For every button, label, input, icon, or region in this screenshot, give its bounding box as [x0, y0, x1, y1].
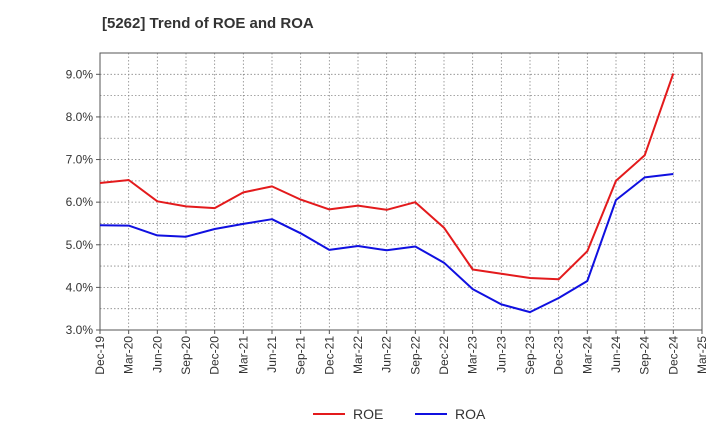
- chart-title: [5262] Trend of ROE and ROA: [102, 15, 314, 32]
- plot-area-frame: [99, 52, 703, 331]
- y-tick-label: 6.0%: [66, 195, 94, 209]
- x-tick-label: Sep-21: [294, 336, 308, 375]
- legend-label-roa: ROA: [455, 406, 486, 422]
- series-line-roe: [99, 73, 675, 281]
- x-tick-label: Dec-21: [322, 336, 336, 375]
- x-tick-label: Jun-23: [494, 336, 508, 373]
- x-tick-label: Jun-22: [380, 336, 394, 373]
- y-axis: 3.0% 4.0% 5.0% 6.0% 7.0% 8.0% 9.0%: [66, 67, 100, 337]
- y-tick-label: 4.0%: [66, 280, 94, 294]
- series-lines: [99, 73, 675, 314]
- series-line-roa: [99, 173, 674, 314]
- x-tick-label: Mar-20: [122, 336, 136, 374]
- x-tick-label: Mar-25: [695, 336, 709, 374]
- legend-label-roe: ROE: [353, 406, 383, 422]
- x-tick-label: Dec-22: [437, 336, 451, 375]
- x-tick-label: Sep-20: [179, 336, 193, 375]
- y-tick-label: 3.0%: [66, 323, 94, 337]
- x-tick-label: Jun-20: [150, 336, 164, 373]
- x-tick-label: Dec-20: [208, 336, 222, 375]
- x-tick-label: Jun-24: [609, 336, 623, 373]
- x-tick-label: Mar-22: [351, 336, 365, 374]
- x-tick-label: Dec-19: [93, 336, 107, 375]
- y-tick-label: 8.0%: [66, 110, 94, 124]
- y-tick-label: 9.0%: [66, 67, 94, 81]
- x-tick-label: Sep-22: [408, 336, 422, 375]
- x-tick-label: Dec-24: [666, 336, 680, 375]
- x-tick-label: Mar-23: [466, 336, 480, 374]
- x-tick-label: Dec-23: [552, 336, 566, 375]
- legend: ROE ROA: [313, 406, 486, 422]
- x-tick-label: Sep-23: [523, 336, 537, 375]
- y-tick-label: 5.0%: [66, 238, 94, 252]
- grid-lines: [100, 53, 702, 330]
- x-tick-label: Mar-21: [236, 336, 250, 374]
- x-tick-label: Jun-21: [265, 336, 279, 373]
- x-tick-label: Sep-24: [638, 336, 652, 375]
- x-axis: Dec-19 Mar-20 Jun-20 Sep-20 Dec-20 Mar-21 Jun-…: [93, 330, 709, 375]
- y-tick-label: 7.0%: [66, 153, 94, 167]
- x-tick-label: Mar-24: [580, 336, 594, 374]
